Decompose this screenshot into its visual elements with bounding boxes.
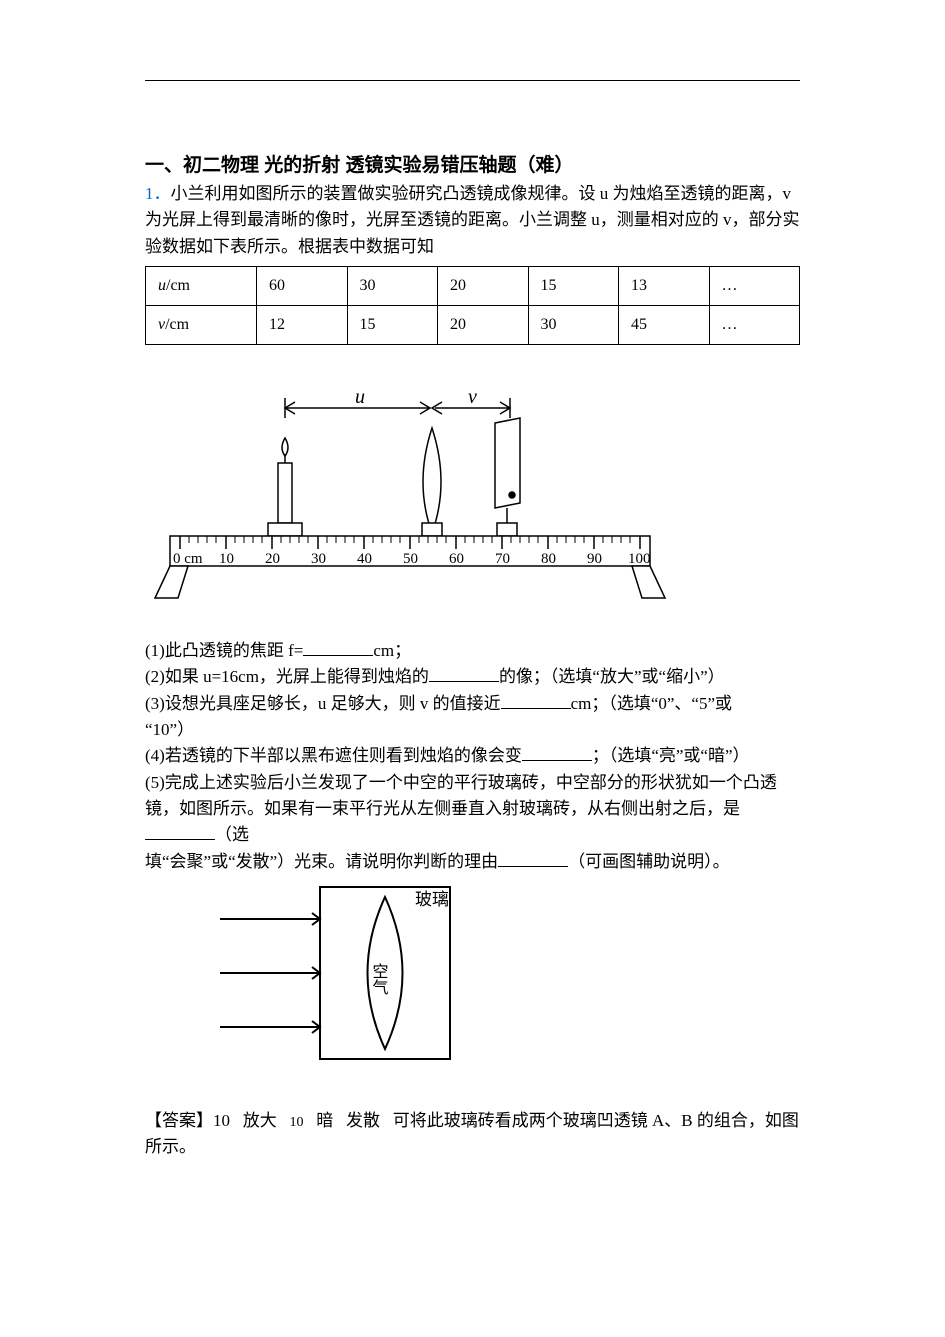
document-page: 一、初二物理 光的折射 透镜实验易错压轴题（难） 1．小兰利用如图所示的装置做实… [0,0,945,1337]
table-cell: 30 [347,267,438,306]
table-cell: 12 [257,306,348,345]
question-3c: “10”） [145,717,800,743]
answer-2: 放大 [243,1111,277,1130]
answer-label: 【答案】 [145,1111,213,1130]
table-row: u/cm 60 30 20 15 13 … [146,267,800,306]
q3-text-a: (3)设想光具座足够长，u 足够大，则 v 的值接近 [145,694,501,713]
table-cell: 13 [619,267,710,306]
candle-icon [268,438,302,536]
table-cell: 45 [619,306,710,345]
q1-text-a: (1)此凸透镜的焦距 f= [145,641,303,660]
v-label: v [468,386,477,408]
data-table: u/cm 60 30 20 15 13 … v/cm 12 15 20 30 4… [145,266,800,345]
blank [429,664,499,682]
air-label: 空气 [370,963,389,995]
blank [522,743,592,761]
svg-text:10: 10 [219,551,234,567]
lens-icon [422,428,442,536]
answer-5: 发散 [346,1111,380,1130]
answer-6: 可将此玻璃砖看成两个玻璃凹透镜 A、B 的组合，如图 [393,1111,799,1130]
answer-4: 暗 [316,1111,333,1130]
q1-text-b: cm； [373,641,411,660]
q2-text-a: (2)如果 u=16cm，光屏上能得到烛焰的 [145,667,429,686]
answer-7: 所示。 [145,1137,196,1156]
glass-label: 玻璃 [415,890,449,909]
row-header-u: u/cm [146,267,257,306]
svg-text:50: 50 [403,551,418,567]
table-cell: 60 [257,267,348,306]
answer-1: 10 [213,1111,230,1130]
question-5c: 填“会聚”或“发散”）光束。请说明你判断的理由 （可画图辅助说明）。 [145,849,800,875]
svg-text:30: 30 [311,551,326,567]
blank [145,822,215,840]
q3-text-b: cm；（选填“0”、“5”或 [571,694,732,713]
svg-text:80: 80 [541,551,556,567]
u-label: u [355,386,365,408]
svg-text:40: 40 [357,551,372,567]
q4-text-b: ；（选填“亮”或“暗”） [592,746,750,765]
header-rule [145,80,800,81]
table-cell: 20 [438,267,529,306]
section-title: 一、初二物理 光的折射 透镜实验易错压轴题（难） [145,150,800,177]
svg-text:60: 60 [449,551,464,567]
svg-text:20: 20 [265,551,280,567]
q3-text-c: “10”） [145,720,194,739]
q5-text-c: 填“会聚”或“发散”）光束。请说明你判断的理由 [145,852,498,871]
question-3: (3)设想光具座足够长，u 足够大，则 v 的值接近 cm；（选填“0”、“5”或 [145,691,800,717]
answer-3: 10 [290,1115,304,1130]
blank [498,849,568,867]
q5-text-a: (5)完成上述实验后小兰发现了一个中空的平行玻璃砖，中空部分的形状犹如一个凸透镜… [145,773,777,818]
glass-brick-figure: 玻璃 空气 [145,875,800,1078]
table-cell: 20 [438,306,529,345]
table-cell: 30 [528,306,619,345]
screen-icon [495,418,520,536]
answer-line2: 所示。 [145,1134,800,1160]
question-5: (5)完成上述实验后小兰发现了一个中空的平行玻璃砖，中空部分的形状犹如一个凸透镜… [145,770,800,849]
table-cell: … [709,267,800,306]
blank [303,638,373,656]
apparatus-figure: u v [145,353,800,638]
question-1: (1)此凸透镜的焦距 f= cm； [145,638,800,664]
question-2: (2)如果 u=16cm，光屏上能得到烛焰的 的像；（选填“放大”或“缩小”） [145,664,800,690]
table-cell: … [709,306,800,345]
table-cell: 15 [347,306,438,345]
svg-text:100: 100 [628,551,651,567]
q4-text-a: (4)若透镜的下半部以黑布遮住则看到烛焰的像会变 [145,746,522,765]
row-header-v: v/cm [146,306,257,345]
q5-text-b: （选 [215,825,249,844]
problem-number: 1． [145,184,171,203]
svg-text:70: 70 [495,551,510,567]
answer-block: 【答案】10 放大 10 暗 发散 可将此玻璃砖看成两个玻璃凹透镜 A、B 的组… [145,1108,800,1134]
table-row: v/cm 12 15 20 30 45 … [146,306,800,345]
svg-text:0 cm: 0 cm [173,551,203,567]
problem-intro: 1．小兰利用如图所示的装置做实验研究凸透镜成像规律。设 u 为烛焰至透镜的距离，… [145,181,800,260]
problem-intro-text: 小兰利用如图所示的装置做实验研究凸透镜成像规律。设 u 为烛焰至透镜的距离，v … [145,184,800,256]
glass-brick-svg: 玻璃 空气 [215,879,475,1069]
svg-text:90: 90 [587,551,602,567]
q2-text-b: 的像；（选填“放大”或“缩小”） [499,667,725,686]
optical-bench-svg: u v [150,383,670,613]
blank [501,691,571,709]
question-4: (4)若透镜的下半部以黑布遮住则看到烛焰的像会变 ；（选填“亮”或“暗”） [145,743,800,769]
q5-text-d: （可画图辅助说明）。 [568,852,730,871]
table-cell: 15 [528,267,619,306]
